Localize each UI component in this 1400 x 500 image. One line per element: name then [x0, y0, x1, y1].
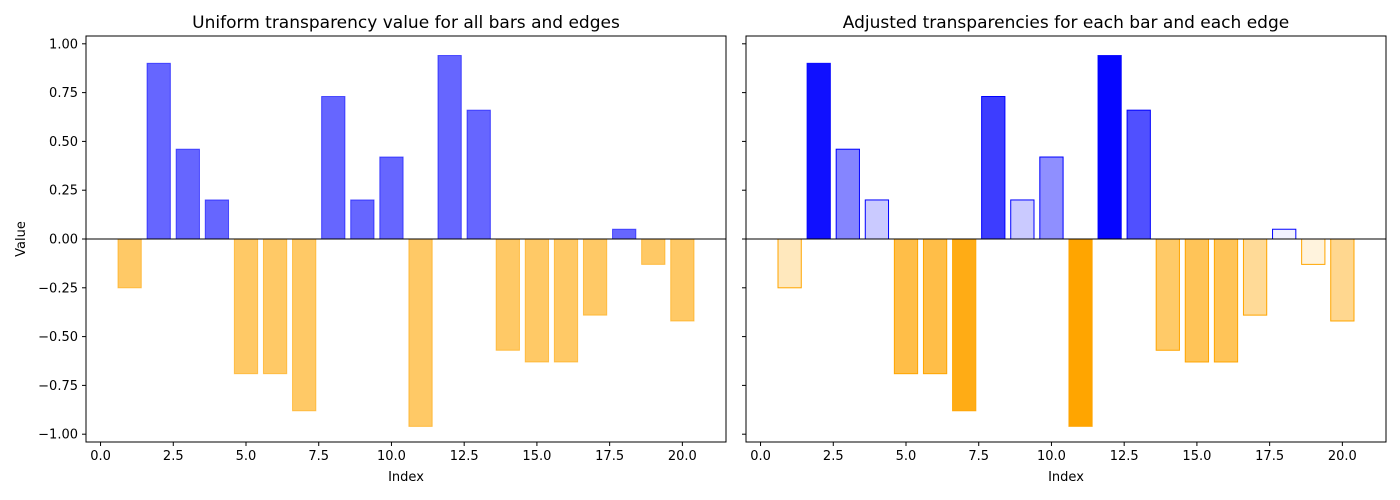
x-tick-label: 10.0 [1037, 449, 1066, 464]
bar-20 [670, 238, 695, 322]
bar-8 [981, 96, 1006, 240]
y-tick-label: 1.00 [49, 37, 78, 52]
bar-19 [1301, 238, 1326, 265]
x-tick-label: 12.5 [450, 449, 479, 464]
bar-13 [1126, 109, 1151, 240]
bar-8 [321, 96, 346, 240]
x-tick-label: 7.5 [968, 449, 989, 464]
bar-3 [835, 148, 860, 240]
y-tick-label: −0.75 [38, 379, 78, 394]
y-tick-label: −0.50 [38, 330, 78, 345]
y-tick-label: −0.25 [38, 281, 78, 296]
y-tick-label: 0.25 [49, 184, 78, 199]
y-tick-label: 0.50 [49, 135, 78, 150]
bar-13 [466, 109, 491, 240]
bar-18 [612, 228, 637, 240]
bar-17 [582, 238, 608, 316]
x-tick-label: 7.5 [308, 449, 329, 464]
x-tick-label: 17.5 [1255, 449, 1284, 464]
x-tick-label: 5.0 [896, 449, 917, 464]
bar-6 [262, 238, 288, 375]
bar-10 [379, 156, 404, 240]
bar-12 [437, 55, 462, 240]
bar-11 [408, 238, 433, 427]
x-tick-label: 10.0 [377, 449, 406, 464]
bar-2 [146, 62, 171, 240]
bar-4 [864, 199, 890, 240]
bar-5 [893, 238, 919, 375]
bar-16 [1213, 238, 1239, 363]
bar-1 [777, 238, 802, 289]
left-chart: 1.00 0.75 0.50 0.25 0.00 −0.25 −0.50 −0.75 −1.00… [14, 13, 727, 485]
bar-11 [1068, 238, 1093, 427]
bar-17 [1242, 238, 1268, 316]
x-axis-label: Index [1048, 470, 1084, 485]
y-tick-label: −1.00 [38, 428, 78, 443]
x-tick-label: 15.0 [1182, 449, 1211, 464]
bar-9 [350, 199, 375, 240]
bar-20 [1330, 238, 1355, 322]
chart-title: Uniform transparency value for all bars … [192, 13, 620, 33]
x-tick-label: 20.0 [668, 449, 697, 464]
chart-title: Adjusted transparencies for each bar and… [843, 13, 1289, 33]
bar-12 [1097, 55, 1122, 240]
y-tick-label: 0.75 [49, 86, 78, 101]
x-tick-label: 12.5 [1110, 449, 1139, 464]
bar-14 [495, 238, 520, 351]
bar-7 [952, 238, 977, 412]
bar-19 [641, 238, 666, 265]
bar-6 [922, 238, 948, 375]
bar-9 [1010, 199, 1035, 240]
bar-4 [204, 199, 230, 240]
bar-7 [292, 238, 317, 412]
bar-3 [175, 148, 200, 240]
x-tick-label: 2.5 [163, 449, 184, 464]
x-tick-label: 0.0 [750, 449, 771, 464]
bar-10 [1039, 156, 1064, 240]
x-tick-label: 17.5 [595, 449, 624, 464]
bar-16 [553, 238, 579, 363]
right-chart: 0.0 2.5 5.0 7.5 10.0 12.5 15.0 17.5 20.0 Adjusted… [742, 13, 1387, 485]
bar-5 [233, 238, 259, 375]
x-tick-label: 5.0 [236, 449, 257, 464]
x-tick-label: 20.0 [1328, 449, 1357, 464]
bar-15 [1184, 238, 1210, 363]
bar-18 [1272, 228, 1297, 240]
x-axis-label: Index [388, 470, 424, 485]
x-tick-label: 15.0 [522, 449, 551, 464]
bar-1 [117, 238, 142, 289]
bar-15 [524, 238, 550, 363]
x-tick-label: 2.5 [823, 449, 844, 464]
y-tick-label: 0.00 [49, 233, 78, 248]
y-axis-label: Value [14, 221, 29, 257]
x-tick-label: 0.0 [90, 449, 111, 464]
bar-14 [1155, 238, 1180, 351]
bar-2 [806, 62, 831, 240]
